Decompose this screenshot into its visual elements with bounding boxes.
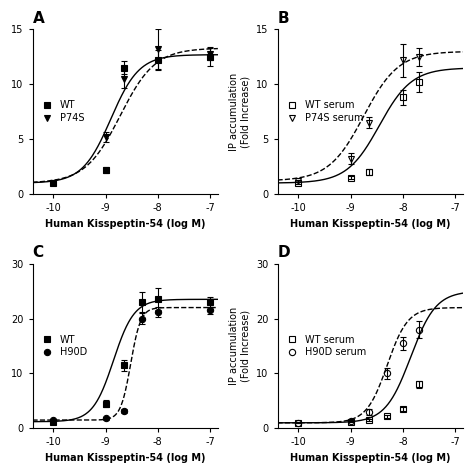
- X-axis label: Human Kisspeptin-54 (log M): Human Kisspeptin-54 (log M): [45, 453, 205, 463]
- Text: B: B: [278, 11, 289, 26]
- Text: C: C: [33, 246, 44, 260]
- Legend: WT, H90D: WT, H90D: [37, 335, 87, 357]
- Legend: WT, P74S: WT, P74S: [37, 100, 84, 123]
- Y-axis label: IP accumulation
(Fold Increase): IP accumulation (Fold Increase): [229, 307, 251, 385]
- Y-axis label: IP accumulation
(Fold Increase): IP accumulation (Fold Increase): [229, 73, 251, 151]
- Legend: WT serum, H90D serum: WT serum, H90D serum: [283, 335, 366, 357]
- Text: D: D: [278, 246, 290, 260]
- Text: A: A: [33, 11, 44, 26]
- X-axis label: Human Kisspeptin-54 (log M): Human Kisspeptin-54 (log M): [290, 453, 450, 463]
- X-axis label: Human Kisspeptin-54 (log M): Human Kisspeptin-54 (log M): [45, 219, 205, 228]
- X-axis label: Human Kisspeptin-54 (log M): Human Kisspeptin-54 (log M): [290, 219, 450, 228]
- Legend: WT serum, P74S serum: WT serum, P74S serum: [283, 100, 363, 123]
